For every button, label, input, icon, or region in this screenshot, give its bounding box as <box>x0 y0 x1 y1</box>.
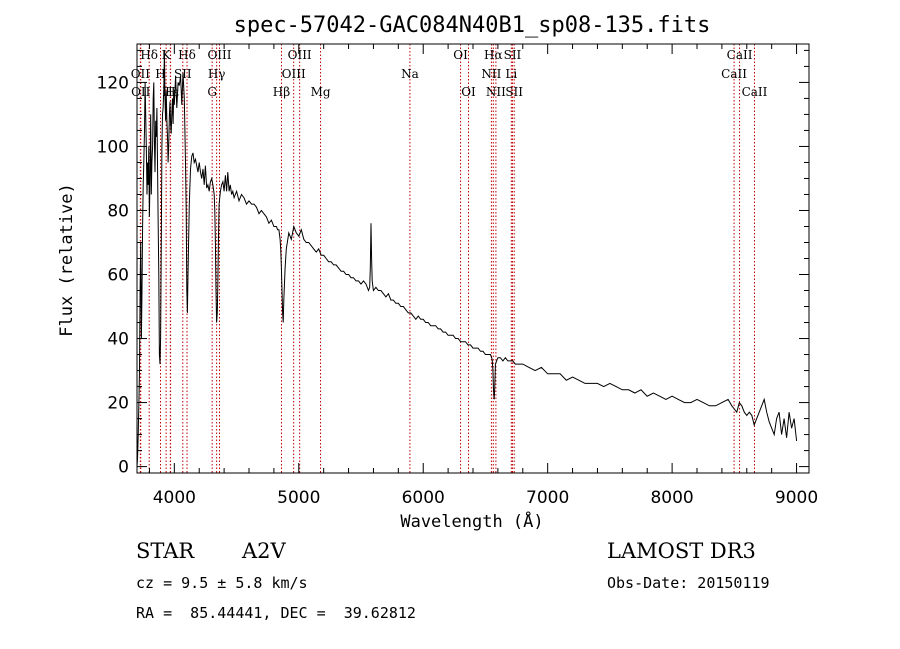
line-label: Hβ <box>273 85 290 99</box>
line-label: SII <box>505 85 523 99</box>
y-tick-label: 0 <box>118 458 129 478</box>
x-tick-label: 6000 <box>402 488 445 508</box>
object-subclass: A2V <box>242 539 286 563</box>
line-label: SII <box>504 48 522 62</box>
observation-date: Obs-Date: 20150119 <box>607 574 770 592</box>
line-label: OIII <box>207 48 231 62</box>
spectral-line-markers <box>139 44 755 473</box>
spectrum-line <box>136 50 798 467</box>
y-axis-ticks: 0 20 40 60 80 100 120 <box>97 49 809 478</box>
line-label: H <box>155 67 165 81</box>
line-label: K <box>162 48 172 62</box>
line-label: Hγ <box>208 67 226 81</box>
x-tick-label: 5000 <box>277 488 320 508</box>
line-label: Mg <box>311 85 331 99</box>
y-tick-label: 80 <box>107 201 129 221</box>
x-tick-label: 9000 <box>775 488 818 508</box>
survey-name: LAMOST DR3 <box>607 539 756 563</box>
redshift-cz: cz = 9.5 ± 5.8 km/s <box>136 574 308 592</box>
line-label: OII <box>131 67 151 81</box>
y-tick-label: 100 <box>97 137 129 157</box>
line-label: H <box>165 85 175 99</box>
line-label: OI <box>461 85 476 99</box>
line-label: OI <box>453 48 468 62</box>
line-label: CaII <box>742 85 768 99</box>
line-label: Hα <box>484 48 503 62</box>
line-label: CaII <box>727 48 753 62</box>
line-label: OIII <box>282 67 306 81</box>
line-label: NII <box>486 85 506 99</box>
y-tick-label: 120 <box>97 73 129 93</box>
object-class: STAR <box>136 539 195 563</box>
line-label: CaII <box>721 67 747 81</box>
chart-title: spec-57042-GAC084N40B1_sp08-135.fits <box>234 13 711 38</box>
line-label: NII <box>481 67 501 81</box>
line-label: Hδ <box>178 48 196 62</box>
y-axis-label: Flux (relative) <box>57 183 77 337</box>
x-axis-ticks: 4000 5000 6000 7000 8000 9000 <box>148 44 818 508</box>
line-label: Hδ <box>140 48 158 62</box>
coordinates: RA = 85.44441, DEC = 39.62812 <box>136 604 416 622</box>
line-label: G <box>207 85 217 99</box>
x-axis-label: Wavelength (Å) <box>400 510 543 532</box>
line-label: Li <box>505 67 517 81</box>
x-tick-label: 7000 <box>526 488 569 508</box>
plot-frame <box>136 43 810 474</box>
y-tick-label: 20 <box>107 394 129 414</box>
y-tick-label: 60 <box>107 266 129 286</box>
x-tick-label: 8000 <box>650 488 693 508</box>
x-tick-label: 4000 <box>153 488 196 508</box>
line-label: Na <box>401 67 419 81</box>
line-label: OII <box>131 85 151 99</box>
line-label: OIII <box>288 48 312 62</box>
y-tick-label: 40 <box>107 330 129 350</box>
